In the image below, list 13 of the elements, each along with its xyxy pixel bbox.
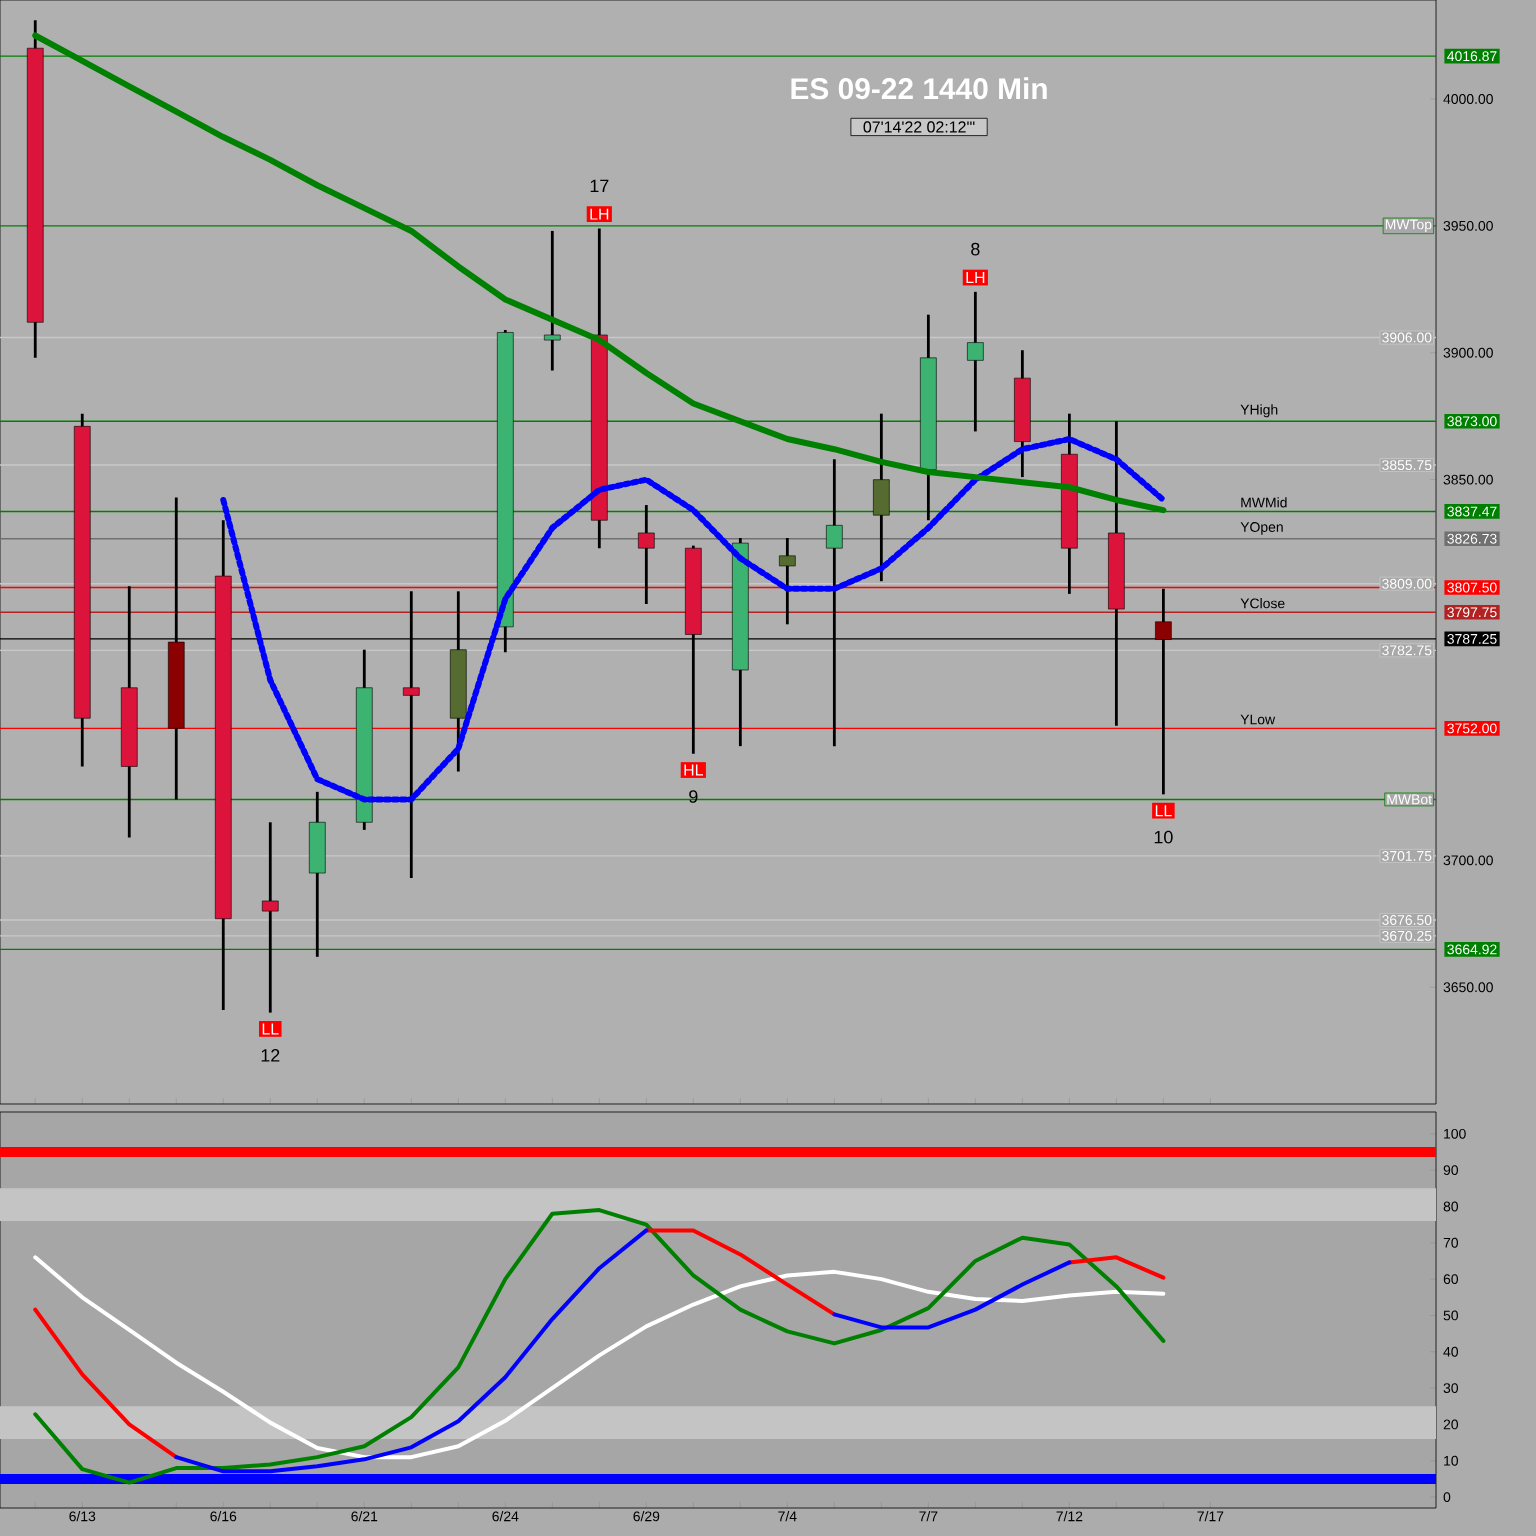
annotation: 10	[1154, 830, 1173, 844]
candlestick	[544, 229, 561, 372]
annotation: 12	[261, 1049, 280, 1062]
candlestick	[873, 412, 890, 583]
candlestick	[638, 503, 655, 606]
line-series	[33, 1208, 1166, 1485]
annotation: 17	[590, 179, 609, 192]
line-series	[220, 436, 1167, 803]
candlestick	[261, 820, 279, 1015]
candlestick	[779, 536, 796, 626]
candlestick	[967, 290, 984, 433]
annotation: 8	[971, 242, 980, 256]
text: ES 09-22 1440 Min	[791, 77, 1047, 100]
